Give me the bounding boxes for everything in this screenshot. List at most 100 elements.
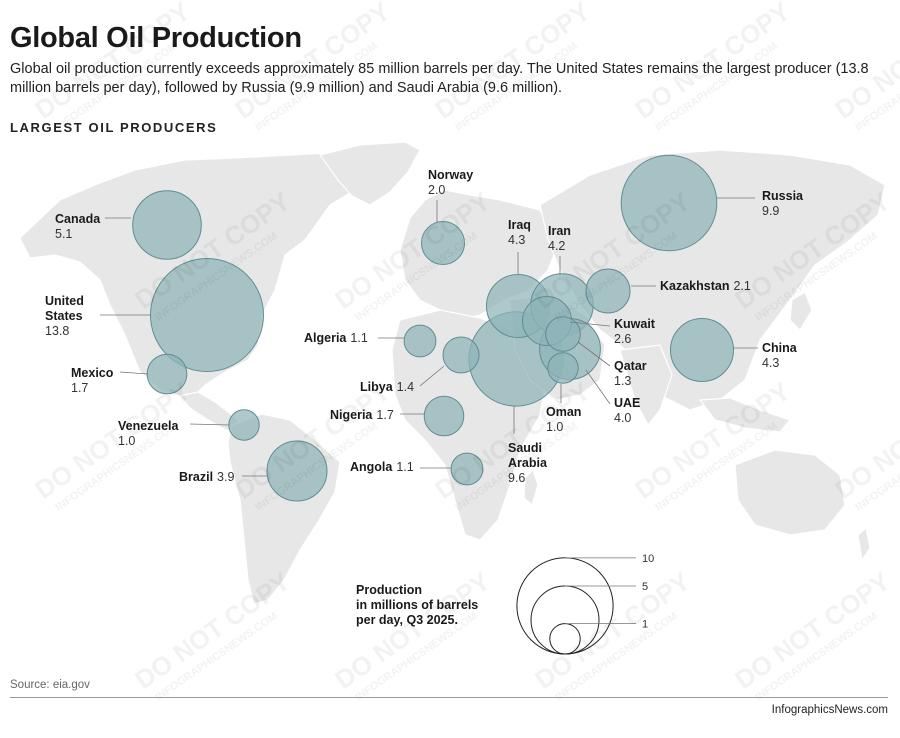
producer-value: 1.0 (546, 420, 563, 434)
producer-name: UAE (614, 396, 640, 410)
land-southeast-asia (698, 397, 792, 433)
bubble-angola (450, 452, 484, 486)
bubble-nigeria (423, 395, 465, 437)
page-title: Global Oil Production (10, 22, 302, 54)
label-kazakhstan: Kazakhstan 2.1 (660, 279, 751, 293)
producer-name: Iraq (508, 218, 531, 232)
producer-value: 1.4 (397, 380, 414, 394)
label-line: Libya 1.4 (360, 380, 414, 394)
legend-circle-5 (530, 585, 600, 655)
bubble-kazakhstan (585, 268, 631, 314)
producer-value: 9.9 (762, 204, 779, 218)
label-brazil: Brazil 3.9 (179, 470, 234, 484)
legend-value-5: 5 (642, 581, 648, 593)
producer-value: 1.7 (376, 408, 393, 422)
land-greenland (318, 141, 421, 206)
leader-mexico (119, 371, 149, 375)
legend-circle-1 (549, 623, 581, 655)
producer-value: 2.1 (733, 279, 750, 293)
legend-circle-10 (516, 557, 614, 655)
bubble-oman (547, 352, 579, 384)
producer-name: Venezuela (118, 419, 179, 433)
bubble-china (670, 318, 734, 382)
producer-name: Oman (546, 405, 581, 419)
producer-value: 1.3 (614, 374, 631, 388)
footer-divider (10, 697, 888, 698)
leader-libya (419, 365, 445, 387)
bubble-canada (132, 190, 202, 260)
bubble-russia (620, 154, 718, 252)
source-note: Source: eia.gov (10, 679, 90, 691)
leader-kuwait (569, 321, 611, 327)
label-line: Brazil 3.9 (179, 470, 234, 484)
producer-value: 2.0 (428, 183, 445, 197)
land-madagascar (523, 468, 539, 507)
legend-title-line: per day, Q3 2025. (356, 613, 458, 627)
label-line: Angola 1.1 (350, 460, 414, 474)
label-leader-lines (100, 197, 758, 477)
producer-name: Nigeria (330, 408, 373, 422)
label-angola: Angola 1.1 (350, 460, 414, 474)
producer-name: United States (45, 294, 84, 323)
page-subtitle: Global oil production currently exceeds … (10, 61, 869, 96)
label-nigeria: Nigeria 1.7 (330, 408, 394, 422)
footer-credit: InfographicsNews.com (771, 704, 888, 716)
section-label: LARGEST OIL PRODUCERS (10, 120, 218, 135)
producer-value: 4.3 (762, 356, 779, 370)
producer-name: Angola (350, 460, 393, 474)
producer-value: 4.0 (614, 411, 631, 425)
producer-value: 9.6 (508, 471, 525, 485)
land-japan (789, 291, 813, 331)
legend-value-1: 1 (642, 619, 648, 631)
producer-value: 13.8 (45, 324, 69, 338)
producer-value: 5.1 (55, 227, 72, 241)
producer-value: 1.1 (396, 460, 413, 474)
producer-value: 4.2 (548, 239, 565, 253)
bubble-united-states (150, 258, 264, 372)
producer-name: China (762, 341, 798, 355)
bubble-venezuela (228, 409, 260, 441)
legend-title-line: in millions of barrels (356, 598, 478, 612)
legend-title-line: Production (356, 583, 422, 597)
producer-name: Norway (428, 168, 473, 182)
producer-name: Iran (548, 224, 571, 238)
bubble-qatar (545, 316, 581, 352)
leader-venezuela (189, 423, 230, 426)
producer-value: 1.0 (118, 434, 135, 448)
producer-name: Kazakhstan (660, 279, 729, 293)
legend-value-10: 10 (642, 553, 654, 565)
producer-name: Canada (55, 212, 101, 226)
label-line: Nigeria 1.7 (330, 408, 394, 422)
bubble-brazil (266, 440, 328, 502)
producer-name: Kuwait (614, 317, 656, 331)
producer-value: 1.7 (71, 381, 88, 395)
producer-value: 3.9 (217, 470, 234, 484)
land-south-america (227, 413, 341, 605)
producer-name: Qatar (614, 359, 647, 373)
label-line: Kazakhstan 2.1 (660, 279, 751, 293)
producer-value: 2.6 (614, 332, 631, 346)
producer-name: Libya (360, 380, 394, 394)
land-new-zealand (857, 526, 871, 562)
producer-value: 1.1 (350, 331, 367, 345)
bubble-libya (442, 336, 480, 374)
label-algeria: Algeria 1.1 (304, 331, 368, 345)
producer-value: 4.3 (508, 233, 525, 247)
land-india (619, 344, 673, 427)
